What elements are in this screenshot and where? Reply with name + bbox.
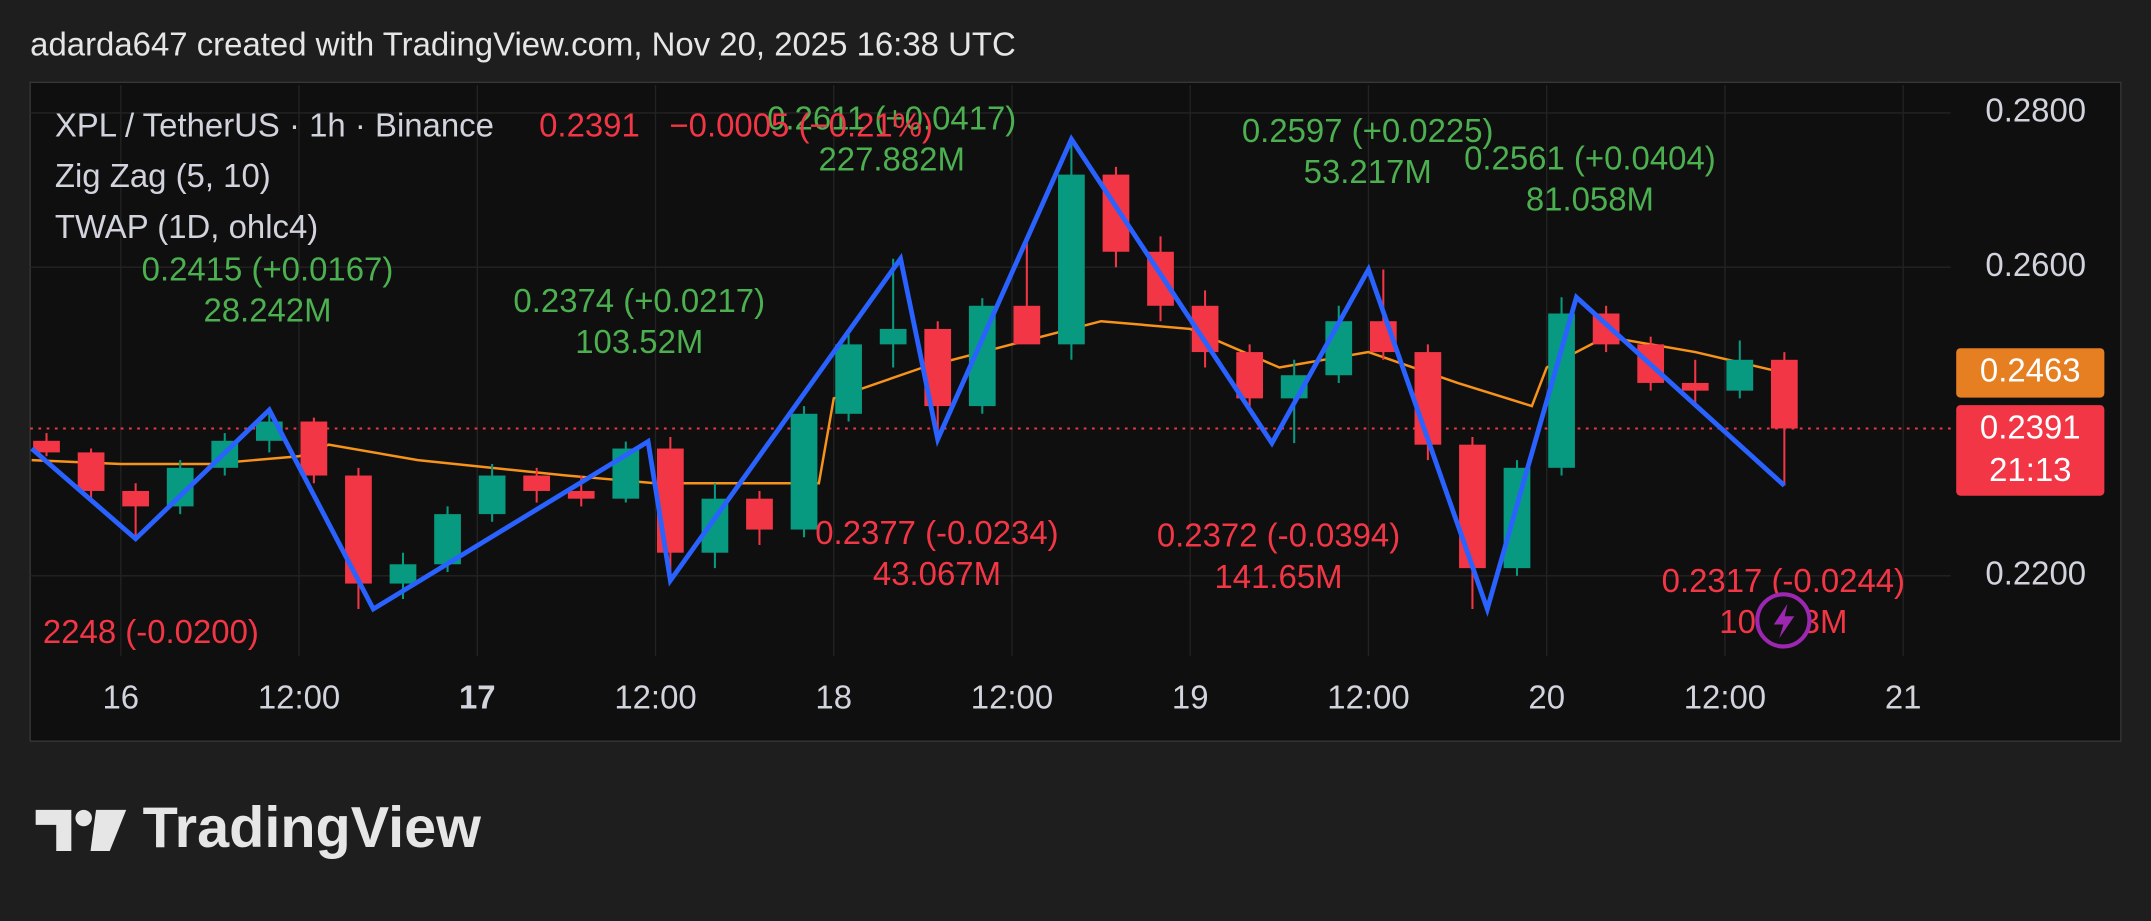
y-tick-label: 0.2800 [1985,92,2086,129]
annotation-text: 0.2415 (+0.0167) [142,250,394,287]
candle-body [77,452,105,491]
candle-body [567,490,595,499]
x-tick-label: 21 [1885,679,1922,716]
candle-body [1503,467,1531,569]
candle-body [835,344,862,414]
logo-text: TradingView [143,796,481,860]
candle-body [1414,352,1442,445]
header: adarda647 created with TradingView.com, … [30,25,1016,62]
candle-body [879,328,907,345]
logo-mark [35,809,72,851]
candle-body [33,440,60,453]
x-tick-label: 12:00 [1684,679,1766,716]
candle-body [746,498,773,530]
countdown: 21:13 [1989,451,2071,488]
annotation-volume: 103.52M [575,323,703,360]
annotation-volume: 53.217M [1304,153,1432,190]
x-tick-label: 18 [815,679,852,716]
logo-mark [90,809,127,851]
candle-body [1681,382,1709,391]
annotation-text: 0.2374 (+0.0217) [513,282,765,319]
annotation-text: 0.2561 (+0.0404) [1464,139,1716,176]
candle-body [790,413,818,530]
legend-entry: TWAP (1D, ohlc4) [55,208,318,245]
price-label: 0.2391 [1980,409,2081,446]
x-tick-label: 17 [459,679,496,716]
candle-body [523,475,551,491]
symbol: XPL / TetherUS · 1h · Binance [55,106,494,143]
candle-body [1548,313,1575,468]
x-tick-label: 12:00 [1327,679,1409,716]
candle-body [1726,359,1754,391]
candle-body [1770,359,1798,429]
logo: TradingView [35,796,481,860]
x-tick-label: 12:00 [614,679,696,716]
annotation-text: 0.2377 (-0.0234) [815,514,1058,551]
alert-bolt [1773,603,1795,639]
x-tick-label: 12:00 [971,679,1053,716]
candle-body [1102,174,1130,252]
annotation-volume: 28.242M [203,292,331,329]
annotation-volume: 81.058M [1526,180,1654,217]
annotation-volume: 141.65M [1214,558,1342,595]
candle-body [1236,352,1264,399]
candle-body [1325,321,1353,376]
annotation-volume: 227.882M [818,141,964,178]
candle-body [1013,305,1041,345]
candle-body [389,564,417,584]
x-tick-label: 19 [1172,679,1209,716]
candle-body [300,421,328,476]
y-tick-label: 0.2200 [1985,555,2086,592]
logo-dot [75,809,92,827]
legend-price: 0.2391 [539,106,640,143]
annotation-text: 0.2597 (+0.0225) [1242,112,1494,149]
candle-body [1459,444,1486,569]
twap-label: 0.2463 [1980,352,2081,389]
series-line [30,134,1786,617]
x-tick-label: 16 [102,679,139,716]
annotation-text: 0.2611 (+0.0417) [767,99,1016,136]
annotation-text: 0.2372 (-0.0394) [1157,517,1400,554]
legend-change: −0.0005 (−0.21%) [669,106,933,143]
y-tick-label: 0.2600 [1985,246,2086,283]
annotation-volume: 43.067M [873,555,1001,592]
x-tick-label: 20 [1528,679,1565,716]
legend-entry: Zig Zag (5, 10) [55,157,271,194]
candle-body [1058,174,1085,345]
candle-body [122,490,150,507]
x-tick-label: 12:00 [258,679,340,716]
twap-label-box [1956,348,2105,398]
price-label-box [1956,405,2105,496]
annotation-text: 2248 (-0.0200) [43,613,259,650]
candle-body [478,475,506,515]
